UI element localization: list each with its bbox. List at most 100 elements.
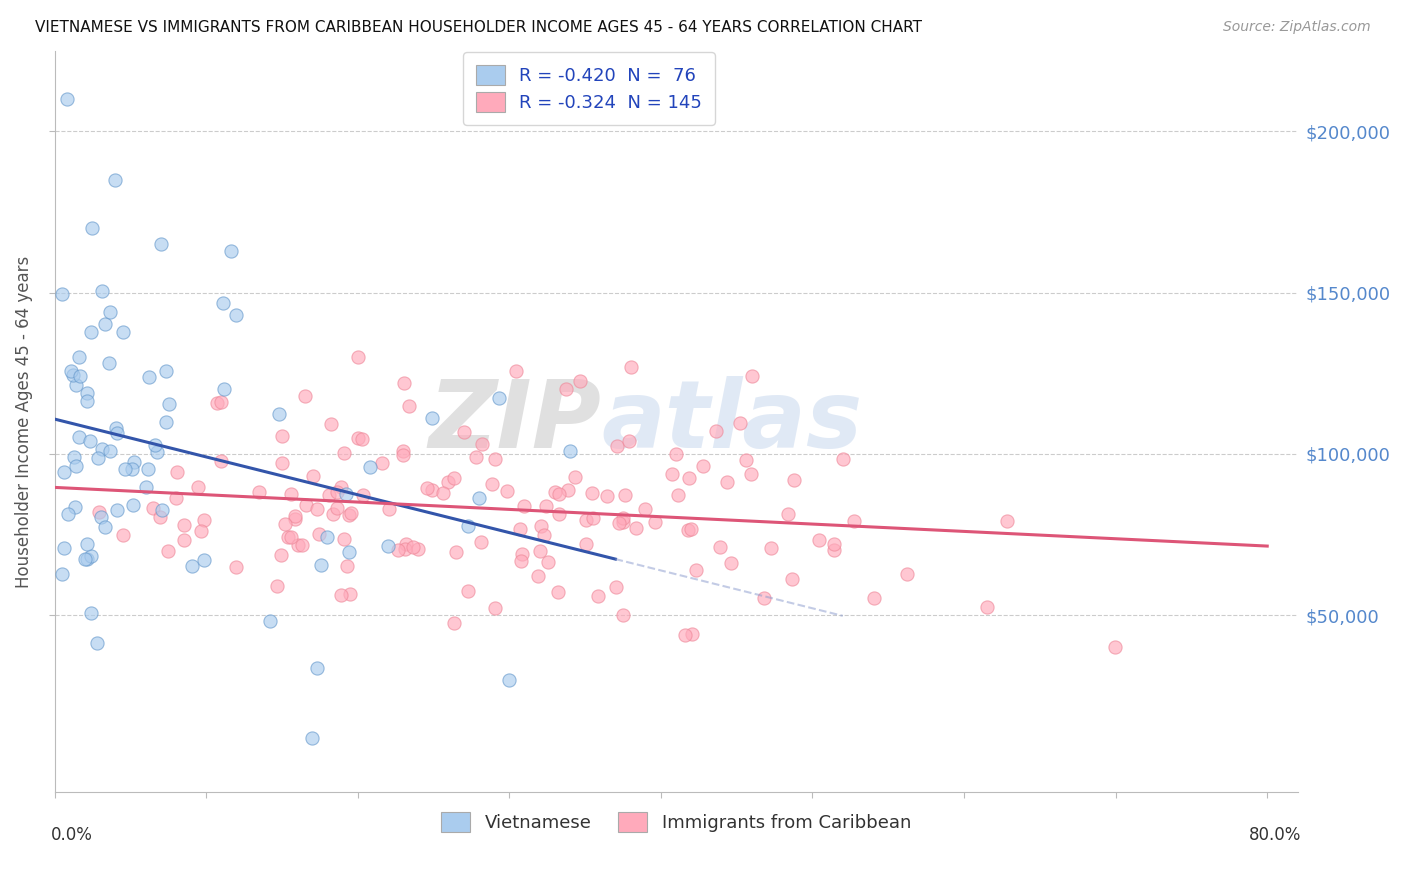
- Point: [673, 628, 696, 642]
- Point: [55, 92, 77, 106]
- Point: [302, 469, 325, 483]
- Point: [581, 486, 603, 500]
- Point: [761, 541, 783, 555]
- Point: [704, 424, 727, 438]
- Point: [335, 487, 357, 501]
- Point: [863, 591, 886, 606]
- Point: [105, 426, 128, 441]
- Point: [280, 487, 302, 501]
- Point: [395, 536, 418, 550]
- Point: [136, 462, 159, 476]
- Point: [82, 221, 104, 235]
- Point: [558, 444, 581, 458]
- Point: [105, 420, 128, 434]
- Point: [509, 522, 531, 536]
- Point: [173, 533, 195, 548]
- Point: [63, 500, 86, 514]
- Point: [280, 530, 302, 544]
- Point: [783, 473, 806, 487]
- Point: [976, 600, 998, 615]
- Point: [150, 503, 173, 517]
- Point: [606, 439, 628, 453]
- Point: [100, 444, 122, 458]
- Point: [104, 172, 127, 186]
- Point: [308, 527, 330, 541]
- Point: [337, 545, 360, 559]
- Point: [575, 513, 598, 527]
- Point: [509, 554, 531, 568]
- Point: [121, 462, 143, 476]
- Point: [619, 359, 641, 374]
- Point: [612, 515, 634, 529]
- Point: [181, 559, 204, 574]
- Point: [488, 391, 510, 405]
- Point: [337, 508, 360, 523]
- Point: [271, 429, 294, 443]
- Point: [209, 454, 232, 468]
- Point: [392, 376, 415, 390]
- Point: [318, 488, 340, 502]
- Point: [586, 589, 609, 603]
- Point: [225, 560, 247, 574]
- Text: 0.0%: 0.0%: [51, 826, 93, 844]
- Point: [564, 470, 586, 484]
- Point: [339, 507, 361, 521]
- Point: [505, 363, 527, 377]
- Point: [79, 434, 101, 449]
- Point: [568, 374, 591, 388]
- Point: [145, 445, 167, 459]
- Point: [484, 601, 506, 615]
- Point: [333, 445, 356, 459]
- Point: [346, 350, 368, 364]
- Point: [94, 317, 117, 331]
- Point: [225, 308, 247, 322]
- Point: [896, 566, 918, 581]
- Point: [582, 511, 605, 525]
- Point: [97, 356, 120, 370]
- Point: [207, 396, 229, 410]
- Point: [807, 533, 830, 548]
- Point: [371, 456, 394, 470]
- Point: [352, 488, 374, 502]
- Point: [408, 542, 430, 557]
- Point: [512, 547, 534, 561]
- Point: [326, 485, 349, 500]
- Point: [305, 661, 328, 675]
- Point: [247, 484, 270, 499]
- Point: [105, 503, 128, 517]
- Point: [321, 417, 343, 431]
- Point: [557, 483, 579, 498]
- Point: [730, 416, 752, 430]
- Point: [60, 364, 83, 378]
- Point: [135, 480, 157, 494]
- Point: [51, 566, 73, 581]
- Point: [193, 553, 215, 567]
- Point: [219, 244, 242, 258]
- Point: [76, 386, 98, 401]
- Point: [76, 537, 98, 551]
- Text: atlas: atlas: [602, 376, 863, 467]
- Point: [544, 484, 567, 499]
- Point: [533, 527, 555, 541]
- Point: [832, 452, 855, 467]
- Point: [457, 584, 479, 599]
- Point: [333, 532, 356, 546]
- Point: [530, 518, 553, 533]
- Point: [316, 530, 339, 544]
- Point: [76, 394, 98, 409]
- Point: [266, 579, 288, 593]
- Point: [53, 465, 76, 479]
- Point: [547, 487, 569, 501]
- Point: [73, 551, 96, 566]
- Point: [270, 548, 292, 562]
- Point: [157, 544, 180, 558]
- Point: [58, 507, 80, 521]
- Point: [149, 237, 172, 252]
- Y-axis label: Householder Income Ages 45 - 64 years: Householder Income Ages 45 - 64 years: [15, 255, 32, 588]
- Point: [644, 516, 666, 530]
- Point: [80, 607, 103, 621]
- Point: [287, 539, 309, 553]
- Point: [76, 552, 98, 566]
- Point: [346, 432, 368, 446]
- Point: [212, 382, 235, 396]
